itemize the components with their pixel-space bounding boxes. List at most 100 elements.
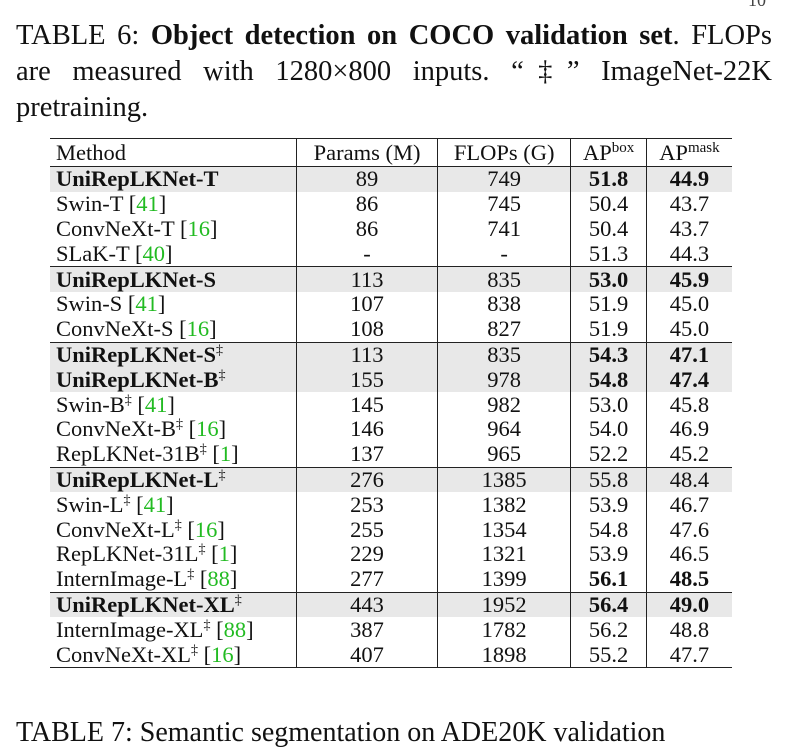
table-row: ConvNeXt-L‡ [16] 255 1354 54.8 47.6 — [50, 517, 732, 542]
cell-apmask: 44.9 — [646, 165, 732, 192]
dagger-mark: ‡ — [124, 392, 132, 408]
page-number: 10 — [748, 0, 766, 10]
cell-params: 108 — [296, 317, 438, 343]
table-row: Swin-S [41] 107 838 51.9 45.0 — [50, 292, 732, 317]
cell-method: RepLKNet-31L‡ [1] — [50, 541, 298, 567]
citation-link[interactable]: 16 — [211, 641, 234, 667]
cell-apbox: 51.9 — [570, 317, 647, 343]
cell-flops: 749 — [437, 165, 572, 192]
citation-link[interactable]: 41 — [143, 491, 167, 517]
method-name: Swin-L — [56, 491, 124, 517]
cell-params: 387 — [296, 617, 438, 643]
citation-link[interactable]: 88 — [223, 616, 247, 642]
cell-apmask: 47.4 — [646, 367, 732, 393]
cell-method: InternImage-L‡ [88] — [50, 566, 298, 593]
header-apbox: APbox — [570, 138, 647, 167]
dagger-mark: ‡ — [218, 467, 226, 483]
table-row: RepLKNet-31B‡ [1] 137 965 52.2 45.2 — [50, 441, 732, 468]
table-body: UniRepLKNet-T 89 749 51.8 44.9 Swin-T [41] 86 7… — [50, 165, 732, 668]
cell-method: UniRepLKNet-S — [50, 266, 298, 292]
citation-link[interactable]: 16 — [194, 516, 218, 542]
cell-apmask: 43.7 — [669, 191, 710, 217]
cell-params: 107 — [296, 292, 438, 317]
method-name: UniRepLKNet-S — [56, 266, 217, 292]
cell-apbox: 54.0 — [570, 417, 647, 442]
caption-period: . — [672, 20, 680, 51]
method-name: ConvNeXt-L — [56, 516, 175, 542]
cell-apbox: 51.3 — [570, 241, 647, 267]
cell-apbox: 53.9 — [570, 492, 647, 518]
cell-flops: 964 — [437, 417, 572, 442]
method-name: RepLKNet-31L — [56, 541, 199, 567]
table-row: UniRepLKNet-XL‡ 443 1952 56.4 49.0 — [50, 591, 732, 618]
citation-link[interactable]: 16 — [196, 416, 219, 442]
results-table-wrapper: Method Params (M) FLOPs (G) APbox APmask… — [50, 138, 732, 668]
cell-params: 229 — [296, 542, 438, 567]
table-row: ConvNeXt-B‡ [16] 146 964 54.0 46.9 — [50, 417, 732, 442]
cell-apbox: 56.1 — [570, 566, 647, 593]
cell-flops: - — [437, 241, 572, 267]
citation-link[interactable]: 40 — [142, 240, 165, 266]
cell-params: 146 — [296, 417, 438, 442]
citation-link[interactable]: 41 — [144, 391, 168, 417]
cell-apbox: 54.8 — [570, 367, 647, 393]
cell-apmask: 44.3 — [669, 240, 710, 266]
table-row: ConvNeXt-S [16] 108 827 51.9 45.0 — [50, 316, 732, 343]
cell-apmask: 45.2 — [669, 441, 710, 467]
dagger-mark: ‡ — [216, 342, 224, 358]
citation-link[interactable]: 16 — [186, 316, 210, 342]
cell-params: 277 — [296, 566, 438, 593]
citation-link[interactable]: 88 — [207, 566, 230, 592]
dagger-mark: ‡ — [234, 592, 242, 608]
cell-flops: 835 — [437, 266, 572, 292]
method-name: Swin-S — [56, 291, 123, 317]
method-name: UniRepLKNet-XL — [56, 591, 235, 617]
cell-apbox: 56.4 — [570, 591, 647, 618]
header-apbox-base: AP — [582, 140, 612, 165]
cell-method: Swin-L‡ [41] — [50, 491, 298, 518]
cell-apmask: 45.9 — [646, 266, 732, 292]
results-table: Method Params (M) FLOPs (G) APbox APmask… — [50, 138, 732, 668]
citation-link[interactable]: 41 — [135, 291, 158, 317]
cell-method: ConvNeXt-XL‡ [16] — [50, 641, 298, 668]
cell-apmask: 48.4 — [646, 466, 732, 493]
table-row: InternImage-XL‡ [88] 387 1782 56.2 48.8 — [50, 616, 732, 643]
cell-method: SLaK-T [40] — [50, 240, 298, 267]
citation-link[interactable]: 16 — [187, 215, 210, 241]
table-row: UniRepLKNet-S 113 835 53.0 45.9 — [50, 266, 732, 292]
cell-apbox: 54.8 — [570, 517, 647, 542]
cell-method: Swin-B‡ [41] — [50, 391, 298, 417]
cell-apbox: 50.4 — [570, 192, 647, 217]
table-row: InternImage-L‡ [88] 277 1399 56.1 48.5 — [50, 566, 732, 593]
cell-method: RepLKNet-31B‡ [1] — [50, 441, 298, 468]
cell-apbox: 52.2 — [570, 442, 647, 468]
header-apmask-sup: mask — [687, 140, 720, 156]
header-flops: FLOPs (G) — [437, 138, 572, 167]
dagger-mark: ‡ — [123, 492, 131, 508]
method-name: Swin-B — [56, 391, 125, 417]
dagger-mark: ‡ — [198, 542, 206, 558]
cell-method: UniRepLKNet-S‡ — [50, 341, 298, 368]
citation-link[interactable]: 1 — [219, 441, 232, 467]
citation-link[interactable]: 1 — [218, 541, 230, 567]
cell-params: 407 — [296, 642, 438, 668]
cell-apmask: 45.0 — [669, 316, 710, 342]
method-name: RepLKNet-31B — [56, 441, 200, 467]
cell-params: 113 — [296, 341, 438, 368]
cell-method: UniRepLKNet-L‡ — [50, 466, 298, 493]
cell-apmask: 47.7 — [646, 642, 732, 668]
cell-apmask: 46.5 — [669, 541, 710, 567]
next-table-caption: TABLE 7: Semantic segmentation on ADE20K… — [16, 717, 666, 748]
cell-params: 255 — [296, 517, 438, 542]
cell-apbox: 53.0 — [570, 392, 647, 417]
cell-flops: 1382 — [437, 492, 572, 518]
cell-flops: 1321 — [437, 542, 572, 567]
header-params: Params (M) — [296, 138, 438, 167]
table-row: UniRepLKNet-L‡ 276 1385 55.8 48.4 — [50, 466, 732, 493]
caption-title: Object detection on COCO validation set — [150, 20, 673, 51]
cell-apbox: 54.3 — [570, 341, 647, 368]
method-name: InternImage-L — [56, 566, 188, 592]
cell-flops: 827 — [437, 317, 572, 343]
method-name: ConvNeXt-S — [56, 316, 174, 342]
citation-link[interactable]: 41 — [136, 191, 159, 217]
